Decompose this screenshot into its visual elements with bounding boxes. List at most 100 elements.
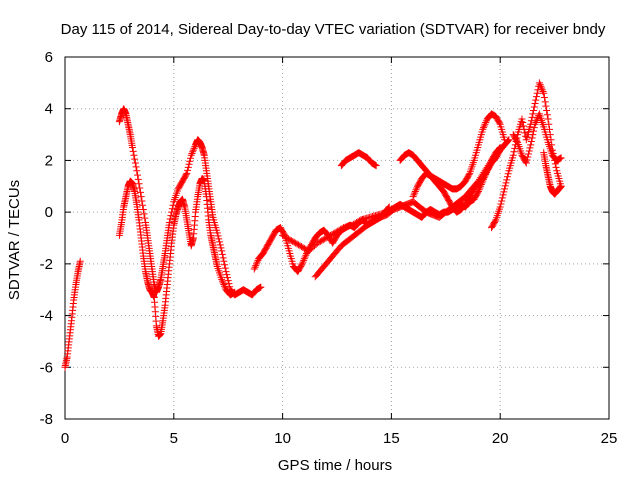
data-point <box>537 82 545 90</box>
data-point <box>354 218 362 226</box>
plot-frame <box>64 56 610 420</box>
data-point <box>299 243 307 251</box>
data-point <box>217 244 225 252</box>
data-point <box>302 251 310 259</box>
data-point <box>355 217 363 225</box>
data-point <box>338 225 346 233</box>
data-point <box>521 129 529 137</box>
data-point <box>219 279 227 287</box>
data-point <box>503 173 511 181</box>
data-point <box>527 137 535 145</box>
data-point <box>216 241 224 249</box>
data-point <box>503 137 511 145</box>
data-point <box>503 176 511 184</box>
data-point <box>480 122 488 130</box>
data-point <box>409 193 417 201</box>
data-point <box>297 261 305 269</box>
y-tick-labels: -8 -6 -4 -2 0 2 4 6 <box>40 49 53 428</box>
data-point <box>189 148 197 156</box>
data-point <box>530 127 538 135</box>
data-point <box>530 124 538 132</box>
data-point <box>412 186 420 194</box>
x-tick-label: 0 <box>61 430 69 447</box>
data-point <box>252 260 260 268</box>
data-point <box>140 210 148 218</box>
data-point <box>530 103 538 111</box>
data-point <box>486 160 494 168</box>
data-point <box>501 136 509 144</box>
data-point <box>531 100 539 108</box>
data-point <box>484 165 492 173</box>
data-point <box>533 115 541 123</box>
data-point <box>280 232 288 240</box>
data-point <box>495 119 503 127</box>
data-point <box>215 238 223 246</box>
data-point <box>131 155 139 163</box>
data-point <box>188 150 196 158</box>
data-point <box>348 221 356 229</box>
data-point <box>522 158 530 166</box>
data-point <box>543 106 551 114</box>
data-point <box>286 236 294 244</box>
data-point <box>544 115 552 123</box>
data-point <box>498 197 506 205</box>
data-point <box>250 265 258 273</box>
axis-ticks <box>64 56 610 420</box>
chart-title: Day 115 of 2014, Sidereal Day-to-day VTE… <box>61 21 606 38</box>
data-point <box>76 257 84 265</box>
data-point <box>542 102 550 110</box>
data-point <box>138 197 146 205</box>
data-point <box>219 254 227 262</box>
data-point <box>221 261 229 269</box>
data-point <box>540 94 548 102</box>
data-point <box>522 159 530 167</box>
data-point <box>496 203 504 211</box>
data-point <box>527 141 535 149</box>
y-tick-label: -2 <box>40 256 53 273</box>
data-point <box>319 236 327 244</box>
data-point <box>185 160 193 168</box>
data-point <box>411 189 419 197</box>
data-point <box>141 214 149 222</box>
data-point <box>136 188 144 196</box>
data-point <box>257 283 265 291</box>
data-point <box>524 153 532 161</box>
data-point <box>293 240 301 248</box>
y-tick-label: 0 <box>45 204 53 221</box>
data-point <box>482 168 490 176</box>
x-tick-label: 20 <box>492 430 509 447</box>
y-tick-label: -8 <box>40 411 53 428</box>
data-point <box>134 171 142 179</box>
data-point <box>252 262 260 270</box>
data-point <box>284 235 292 243</box>
data-point <box>130 151 138 159</box>
data-point <box>166 215 174 223</box>
data-point <box>509 151 517 159</box>
data-point <box>251 263 259 271</box>
y-tick-label: -6 <box>40 359 53 376</box>
data-point <box>495 145 503 153</box>
data-point <box>301 253 309 261</box>
data-point <box>282 233 290 241</box>
data-point <box>481 120 489 128</box>
data-point <box>292 239 300 247</box>
data-point <box>279 231 287 239</box>
data-point <box>499 191 507 199</box>
data-point <box>519 119 527 127</box>
data-point <box>134 175 142 183</box>
data-point <box>318 237 326 245</box>
data-point <box>189 146 197 154</box>
data-point <box>137 193 145 201</box>
data-point <box>532 93 540 101</box>
data-point <box>335 226 343 234</box>
data-point <box>221 264 229 272</box>
data-point <box>287 237 295 245</box>
data-point <box>132 163 140 171</box>
data-point <box>183 169 191 177</box>
data-point <box>526 144 534 152</box>
data-point <box>529 131 537 139</box>
data-point <box>190 144 198 152</box>
data-point <box>538 86 546 94</box>
data-point <box>523 156 531 164</box>
